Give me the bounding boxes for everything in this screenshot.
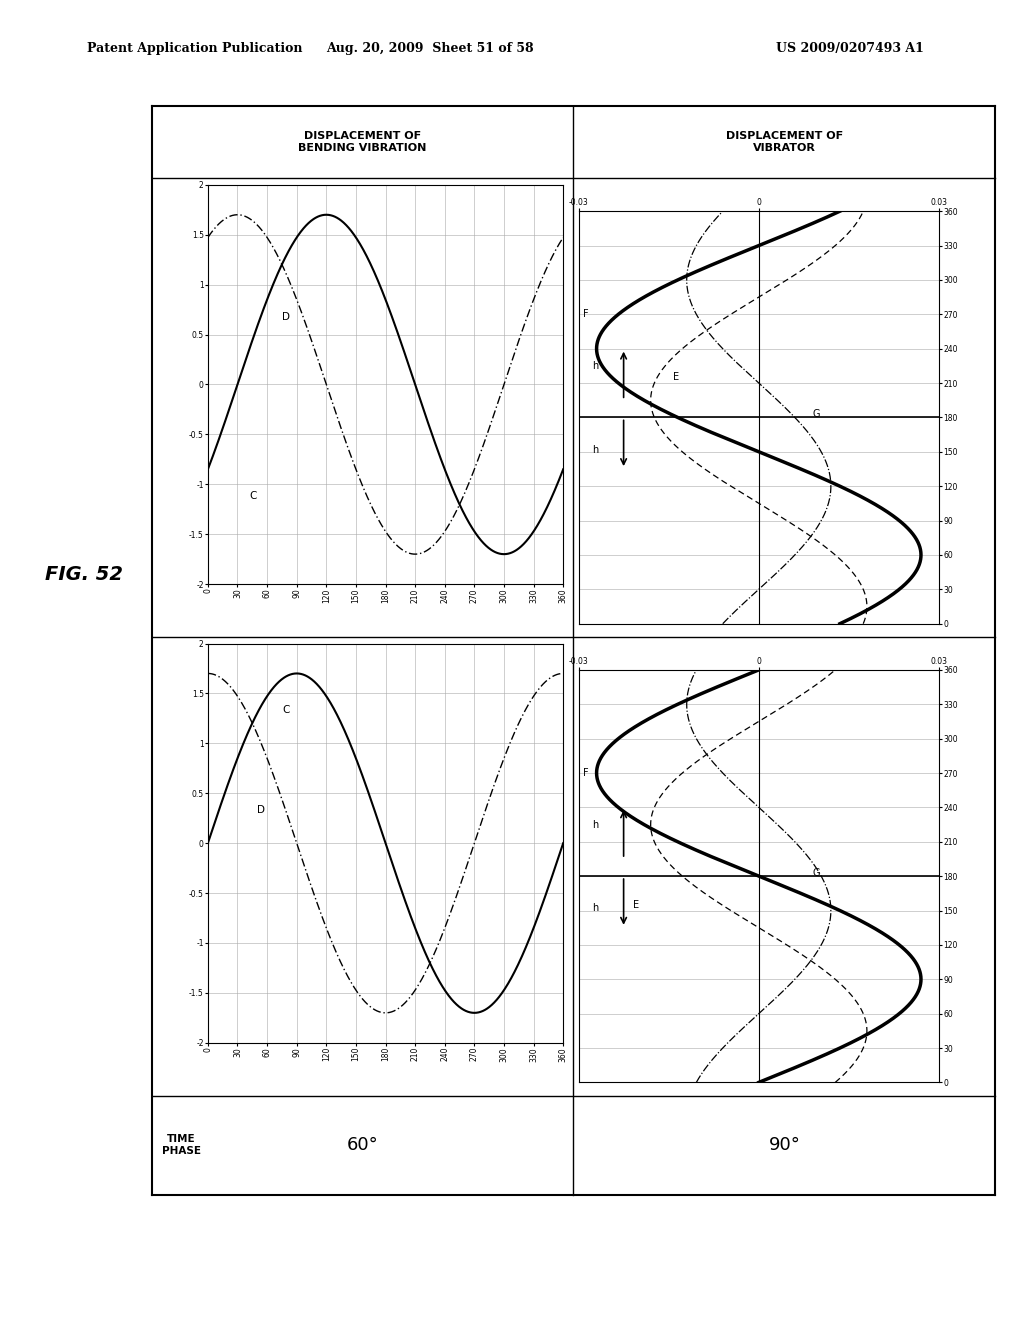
Text: 90°: 90° (768, 1137, 801, 1154)
Text: FIG. 52: FIG. 52 (45, 565, 123, 583)
Text: TIME
PHASE: TIME PHASE (162, 1134, 201, 1156)
Text: F: F (583, 768, 589, 777)
Text: E: E (673, 372, 679, 383)
Text: h: h (592, 445, 598, 454)
Text: h: h (592, 903, 598, 913)
Text: D: D (257, 805, 265, 816)
Text: DISPLACEMENT OF
BENDING VIBRATION: DISPLACEMENT OF BENDING VIBRATION (298, 131, 427, 153)
Text: US 2009/0207493 A1: US 2009/0207493 A1 (776, 42, 924, 55)
Text: h: h (592, 820, 598, 829)
Text: G: G (813, 867, 820, 878)
Text: E: E (633, 900, 639, 909)
Text: h: h (592, 360, 598, 371)
Text: F: F (583, 309, 589, 319)
Text: C: C (249, 491, 257, 502)
Text: Patent Application Publication: Patent Application Publication (87, 42, 302, 55)
Text: D: D (282, 312, 290, 322)
Text: DISPLACEMENT OF
VIBRATOR: DISPLACEMENT OF VIBRATOR (726, 131, 843, 153)
Text: 60°: 60° (346, 1137, 379, 1154)
Text: C: C (282, 705, 289, 715)
Text: Aug. 20, 2009  Sheet 51 of 58: Aug. 20, 2009 Sheet 51 of 58 (327, 42, 534, 55)
Text: G: G (813, 409, 820, 418)
